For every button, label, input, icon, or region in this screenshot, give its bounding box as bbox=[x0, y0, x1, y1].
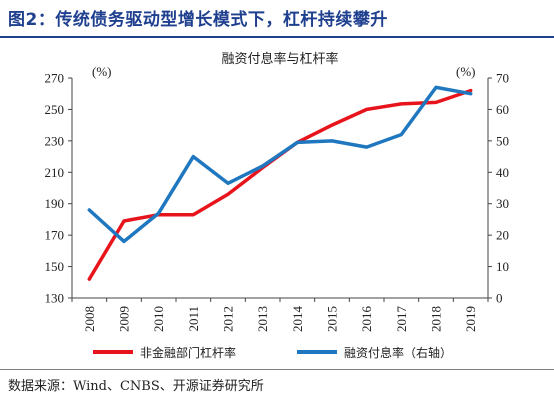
header-rule bbox=[0, 36, 554, 38]
x-tick-label: 2010 bbox=[151, 306, 166, 332]
right-tick-label: 20 bbox=[496, 228, 509, 243]
series-line-interest bbox=[87, 85, 473, 244]
right-tick-label: 30 bbox=[496, 196, 509, 211]
right-axis-unit: (%) bbox=[456, 64, 476, 79]
legend-label-leverage: 非金融部门杠杆率 bbox=[140, 345, 236, 360]
footer-rule bbox=[0, 369, 554, 370]
source-note: 数据来源：Wind、CNBS、开源证券研究所 bbox=[8, 379, 264, 394]
x-tick-label: 2016 bbox=[359, 306, 374, 333]
left-tick-label: 190 bbox=[45, 196, 65, 211]
left-tick-label: 270 bbox=[45, 71, 65, 86]
right-tick-label: 50 bbox=[496, 133, 509, 148]
chart-title: 融资付息率与杠杆率 bbox=[221, 51, 338, 67]
x-tick-label: 2011 bbox=[186, 306, 201, 332]
left-tick-label: 210 bbox=[45, 165, 65, 180]
x-tick-label: 2015 bbox=[325, 306, 340, 332]
left-tick-label: 150 bbox=[45, 259, 65, 274]
x-tick-label: 2009 bbox=[117, 306, 132, 332]
right-tick-label: 70 bbox=[496, 71, 509, 86]
series-lines bbox=[87, 85, 473, 281]
x-tick-label: 2013 bbox=[255, 306, 270, 332]
left-tick-label: 230 bbox=[45, 133, 65, 148]
right-tick-label: 0 bbox=[496, 291, 503, 306]
right-tick-label: 60 bbox=[496, 102, 509, 117]
x-tick-label: 2018 bbox=[429, 306, 444, 332]
x-tick-label: 2017 bbox=[394, 306, 409, 333]
left-axis-unit: (%) bbox=[92, 64, 112, 79]
right-tick-label: 40 bbox=[496, 165, 509, 180]
figure-title: 图2：传统债务驱动型增长模式下，杠杆持续攀升 bbox=[8, 9, 388, 30]
right-tick-label: 10 bbox=[496, 259, 509, 274]
chart: 融资付息率与杠杆率 (%) (%) 130 150 170 190 210 230 250 2… bbox=[45, 51, 510, 360]
figure-header: 图2：传统债务驱动型增长模式下，杠杆持续攀升 bbox=[0, 0, 554, 34]
x-tick-label: 2014 bbox=[290, 306, 305, 333]
x-tick-label: 2019 bbox=[463, 306, 478, 332]
left-tick-label: 130 bbox=[45, 291, 65, 306]
left-tick-label: 250 bbox=[45, 102, 65, 117]
x-tick-label: 2012 bbox=[221, 306, 236, 332]
x-tick-label: 2008 bbox=[82, 306, 97, 332]
legend: 非金融部门杠杆率 融资付息率（右轴） bbox=[93, 345, 452, 360]
legend-label-interest: 融资付息率（右轴） bbox=[344, 345, 452, 360]
left-tick-label: 170 bbox=[45, 228, 65, 243]
axes: 130 150 170 190 210 230 250 270 0 10 20 30 40 50 60 70 2… bbox=[45, 71, 510, 333]
